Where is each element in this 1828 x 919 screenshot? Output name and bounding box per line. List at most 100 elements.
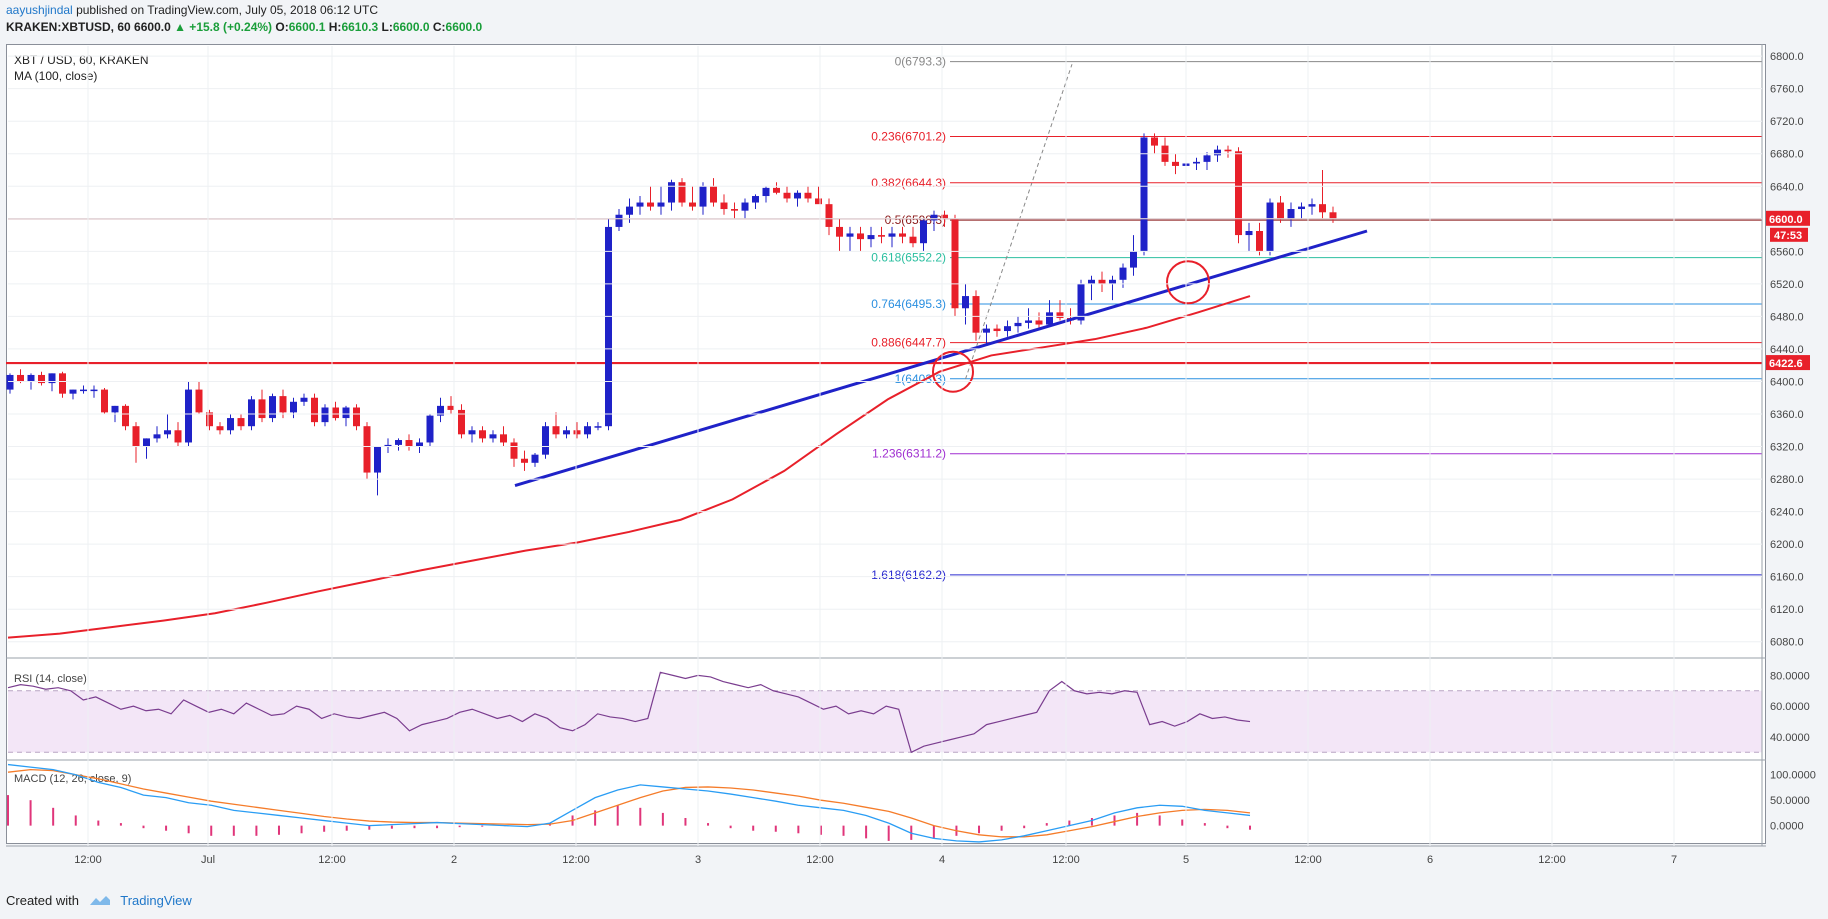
candle-body — [1266, 202, 1274, 252]
candle-body — [426, 415, 434, 443]
candle-body — [710, 186, 717, 203]
chart-title: XBT / USD, 60, KRAKEN — [14, 53, 149, 67]
x-tick-label: Jul — [201, 854, 215, 866]
candle-body — [195, 389, 203, 413]
candle-body — [90, 389, 98, 392]
footer: Created with TradingView — [6, 893, 192, 909]
candle-body — [405, 440, 413, 447]
macd-tick-label: 0.0000 — [1770, 821, 1804, 833]
candle-body — [773, 187, 780, 193]
x-tick-label: 12:00 — [806, 854, 834, 866]
candle-body — [17, 374, 24, 382]
candle-body — [752, 196, 759, 203]
fib-level-label: 0.764(6495.3) — [871, 297, 946, 311]
candle-body — [290, 401, 297, 413]
countdown-tag — [1770, 227, 1808, 242]
candle-body — [227, 418, 234, 431]
y-tick-label: 6760.0 — [1770, 84, 1804, 96]
candle-body — [1298, 206, 1305, 210]
candle-body — [584, 426, 591, 435]
candle-body — [363, 426, 371, 473]
candle-body — [38, 374, 45, 384]
fib-level-label: 0.236(6701.2) — [871, 129, 946, 143]
candle-body — [741, 202, 749, 211]
candle-body — [888, 233, 896, 237]
candle-body — [1046, 312, 1053, 325]
y-tick-label: 6360.0 — [1770, 409, 1804, 421]
ma-label: MA (100, close) — [14, 69, 97, 83]
support-price-label: 6422.6 — [1769, 358, 1803, 370]
support-highlight-circle — [932, 350, 974, 393]
candle-body — [174, 430, 182, 443]
candle-body — [878, 235, 885, 237]
candle-body — [1056, 312, 1064, 319]
author-link[interactable]: aayushjindal — [6, 3, 73, 17]
y-tick-label: 6560.0 — [1770, 246, 1804, 258]
x-tick-label: 3 — [695, 854, 701, 866]
x-tick-label: 7 — [1671, 854, 1677, 866]
candle-body — [783, 192, 791, 199]
candle-body — [1130, 251, 1137, 268]
low-label: L: — [381, 20, 393, 34]
candle-body — [332, 407, 339, 419]
candle-body — [1151, 137, 1158, 146]
candle-body — [867, 235, 875, 240]
candle-body — [111, 405, 119, 413]
candle-body — [80, 389, 87, 392]
candle-body — [657, 202, 665, 207]
candle-body — [479, 430, 486, 439]
close-label: C: — [432, 20, 446, 34]
candle-body — [930, 214, 938, 221]
candle-body — [1287, 209, 1295, 219]
candle-body — [815, 198, 822, 205]
candle-body — [1098, 279, 1106, 284]
ma-line — [7, 295, 1251, 639]
fib-level-label: 0.886(6447.7) — [871, 336, 946, 350]
candle-body — [1214, 149, 1221, 156]
candle-body — [6, 374, 14, 390]
open-label: O: — [275, 20, 289, 34]
candle-body — [258, 399, 266, 419]
candle-body — [321, 407, 329, 423]
candle-body — [909, 236, 917, 244]
tradingview-link[interactable]: TradingView — [120, 893, 192, 908]
candle-body — [164, 430, 171, 435]
candle-body — [1329, 212, 1337, 219]
candle-body — [468, 430, 476, 435]
candle-body — [500, 434, 507, 443]
close-value: 6600.0 — [445, 20, 483, 34]
candle-body — [699, 186, 707, 207]
symbol-header: KRAKEN:XBTUSD, 60 6600.0 ▲ +15.8 (+0.24%… — [6, 20, 482, 34]
countdown-label: 47:53 — [1774, 230, 1802, 242]
rsi-tick-label: 80.0000 — [1770, 670, 1810, 682]
candle-body — [237, 418, 245, 427]
rsi-label: RSI (14, close) — [14, 673, 87, 685]
candle-body — [951, 218, 959, 309]
x-tick-label: 2 — [451, 854, 457, 866]
candle-body — [1088, 279, 1095, 284]
fib-level-label: 1.236(6311.2) — [872, 447, 946, 461]
y-tick-label: 6640.0 — [1770, 181, 1804, 193]
candle-body — [836, 226, 843, 237]
x-tick-label: 12:00 — [74, 854, 102, 866]
y-tick-label: 6720.0 — [1770, 116, 1804, 128]
candle-body — [563, 430, 570, 435]
x-tick-label: 12:00 — [562, 854, 590, 866]
x-tick-label: 12:00 — [318, 854, 346, 866]
candle-body — [132, 426, 140, 447]
y-tick-label: 6520.0 — [1770, 279, 1804, 291]
candle-body — [1004, 326, 1011, 332]
last-price-tag — [1766, 210, 1810, 226]
candle-body — [27, 374, 35, 382]
x-tick-label: 4 — [939, 854, 945, 866]
candle-body — [1319, 204, 1326, 213]
x-tick-label: 12:00 — [1294, 854, 1322, 866]
candle-body — [689, 202, 696, 207]
candle-body — [374, 446, 381, 473]
candle-body — [573, 430, 581, 435]
candle-body — [510, 442, 518, 459]
open-value: 6600.1 — [288, 20, 326, 34]
candle-body — [342, 407, 350, 419]
macd-label: MACD (12, 26, close, 9) — [14, 773, 131, 785]
